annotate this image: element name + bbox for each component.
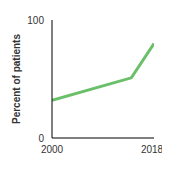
svg-text:0: 0: [38, 133, 44, 144]
svg-text:2000: 2000: [41, 144, 64, 155]
svg-text:100: 100: [27, 15, 44, 26]
svg-text:Percent of patients: Percent of patients: [11, 34, 22, 124]
svg-text:2018: 2018: [141, 144, 162, 155]
